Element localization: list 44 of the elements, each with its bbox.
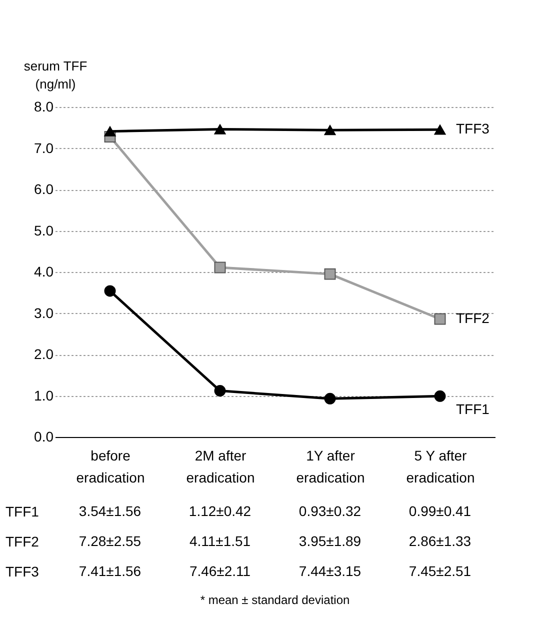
- data-label: 0.99±0.41: [408, 503, 472, 519]
- y-axis-title: serum TFF (ng/ml): [24, 58, 88, 92]
- data-label: 2.86±1.33: [408, 533, 472, 549]
- point: [434, 313, 446, 325]
- point: [214, 385, 226, 397]
- series-label: TFF2: [456, 310, 490, 326]
- text: * mean ± standard deviation: [200, 593, 350, 607]
- point: [434, 390, 446, 402]
- y-tick-label: 5.0: [34, 222, 54, 238]
- data-label: 3.54±1.56: [78, 503, 142, 519]
- point: [324, 268, 336, 280]
- data-label: 3.95±1.89: [298, 533, 362, 549]
- point: [434, 124, 446, 135]
- data-label: 7.46±2.11: [189, 563, 251, 579]
- data-label: 7.28±2.55: [78, 533, 142, 549]
- point: [104, 285, 116, 297]
- y-tick-label: 7.0: [34, 140, 54, 156]
- text: TFF2: [6, 534, 39, 550]
- x-tick-label: 1Y after eradication: [296, 448, 365, 486]
- y-tick-label: 3.0: [34, 304, 54, 321]
- y-tick-label: 0.0: [34, 428, 54, 444]
- y-tick-label: 2.0: [34, 346, 54, 362]
- point: [324, 392, 336, 404]
- point: [324, 125, 336, 136]
- x-tick-label: before eradication: [76, 448, 145, 486]
- point: [104, 126, 116, 136]
- data-label: 7.45±2.51: [408, 563, 472, 579]
- x-tick-label: 2M after eradication: [186, 448, 255, 486]
- y-tick-label: 6.0: [34, 181, 54, 197]
- data-label: 4.11±1.51: [189, 533, 251, 549]
- data-label: 7.44±3.15: [298, 563, 362, 579]
- data-label: 7.41±1.56: [78, 563, 142, 579]
- y-tick-label: 8.0: [34, 98, 54, 114]
- text: TFF1: [6, 504, 39, 520]
- data-label: 0.93±0.32: [298, 503, 362, 519]
- point: [214, 262, 226, 274]
- point: [214, 124, 226, 134]
- x-tick-label: 5 Y after eradication: [406, 448, 475, 486]
- series-label: TFF3: [456, 120, 490, 137]
- text: TFF3: [6, 564, 39, 580]
- y-tick-label: 1.0: [34, 387, 54, 404]
- series-label: TFF1: [456, 401, 490, 418]
- y-tick-label: 4.0: [34, 264, 54, 280]
- data-label: 1.12±0.42: [188, 503, 252, 519]
